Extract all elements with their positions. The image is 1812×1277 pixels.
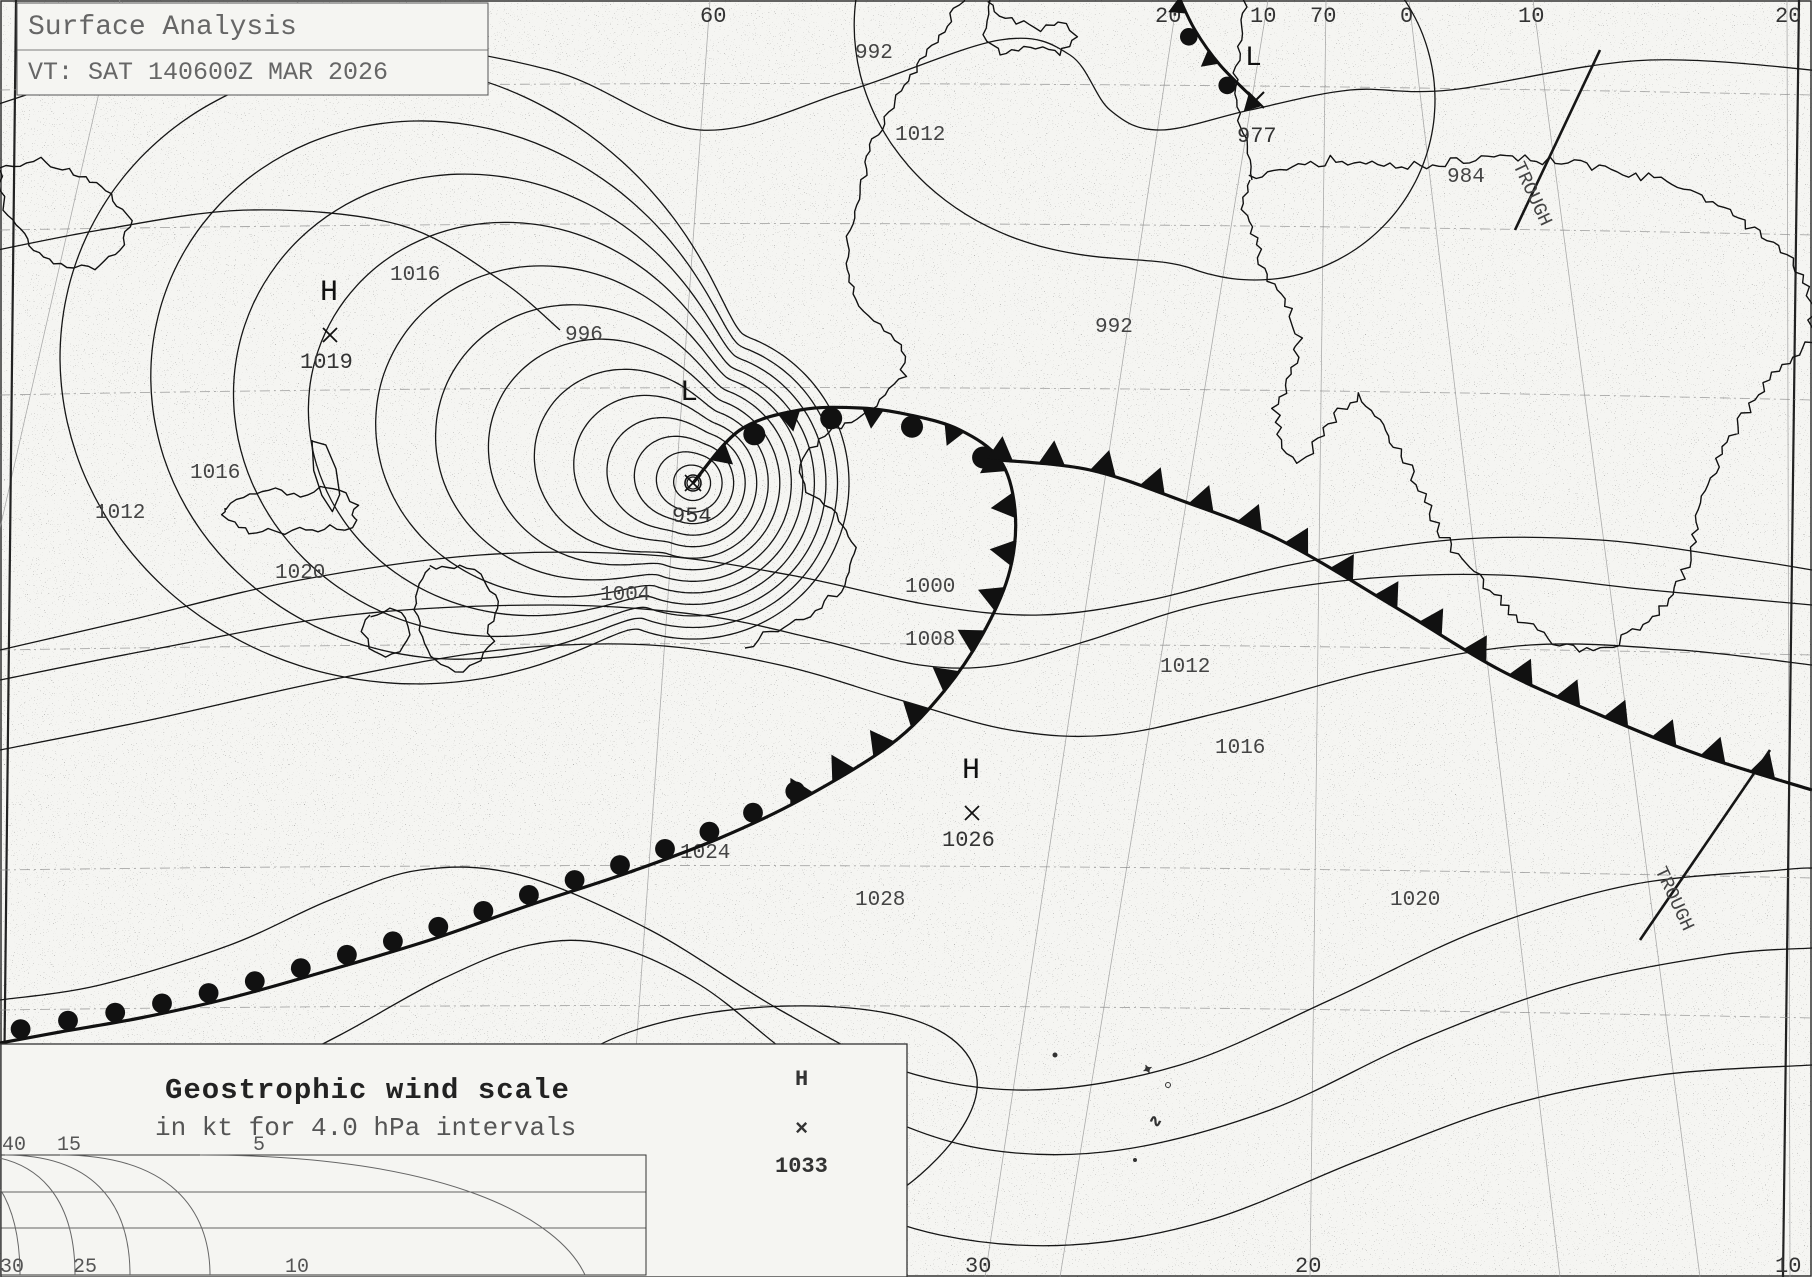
svg-text:1004: 1004 (600, 584, 650, 607)
svg-text:996: 996 (565, 324, 603, 347)
svg-text:VT: SAT 140600Z MAR 2026: VT: SAT 140600Z MAR 2026 (28, 58, 388, 87)
svg-text:1028: 1028 (855, 889, 905, 912)
svg-text:1008: 1008 (905, 629, 955, 652)
svg-text:1012: 1012 (1160, 656, 1210, 679)
svg-text:10: 10 (1250, 4, 1276, 29)
svg-text:10: 10 (285, 1256, 309, 1277)
svg-text:10: 10 (1518, 4, 1544, 29)
svg-text:1020: 1020 (275, 562, 325, 585)
svg-text:30: 30 (0, 1256, 24, 1277)
svg-text:1016: 1016 (390, 264, 440, 287)
svg-text:15: 15 (57, 1134, 81, 1157)
svg-text:1012: 1012 (895, 124, 945, 147)
svg-text:954: 954 (672, 504, 712, 529)
svg-text:992: 992 (855, 42, 893, 65)
svg-text:1016: 1016 (190, 462, 240, 485)
svg-text:1000: 1000 (905, 576, 955, 599)
svg-text:Surface Analysis: Surface Analysis (28, 12, 297, 43)
svg-text:70: 70 (1310, 4, 1336, 29)
svg-text:20: 20 (1295, 1254, 1321, 1277)
svg-text:984: 984 (1447, 166, 1485, 189)
svg-text:L: L (680, 376, 698, 410)
svg-text:1016: 1016 (1215, 737, 1265, 760)
svg-text:Geostrophic wind scale: Geostrophic wind scale (165, 1074, 570, 1107)
svg-text:H: H (795, 1067, 808, 1092)
svg-text:L: L (1245, 43, 1262, 74)
svg-text:in kt for 4.0 hPa intervals: in kt for 4.0 hPa intervals (155, 1113, 576, 1143)
svg-text:1020: 1020 (1390, 889, 1440, 912)
svg-text:977: 977 (1237, 124, 1277, 149)
svg-text:40: 40 (2, 1134, 26, 1157)
svg-text:1019: 1019 (300, 350, 353, 375)
svg-text:×: × (795, 1117, 808, 1142)
svg-text:60: 60 (700, 4, 726, 29)
svg-text:H: H (320, 276, 338, 310)
svg-text:25: 25 (73, 1256, 97, 1277)
svg-text:1026: 1026 (942, 828, 995, 853)
svg-text:992: 992 (1095, 316, 1133, 339)
svg-text:5: 5 (253, 1134, 265, 1157)
svg-text:H: H (962, 754, 980, 788)
svg-text:1033: 1033 (775, 1154, 828, 1179)
svg-text:10: 10 (1775, 1254, 1801, 1277)
svg-text:0: 0 (1400, 4, 1413, 29)
svg-text:30: 30 (965, 1254, 991, 1277)
svg-text:20: 20 (1775, 4, 1801, 29)
svg-text:1012: 1012 (95, 502, 145, 525)
